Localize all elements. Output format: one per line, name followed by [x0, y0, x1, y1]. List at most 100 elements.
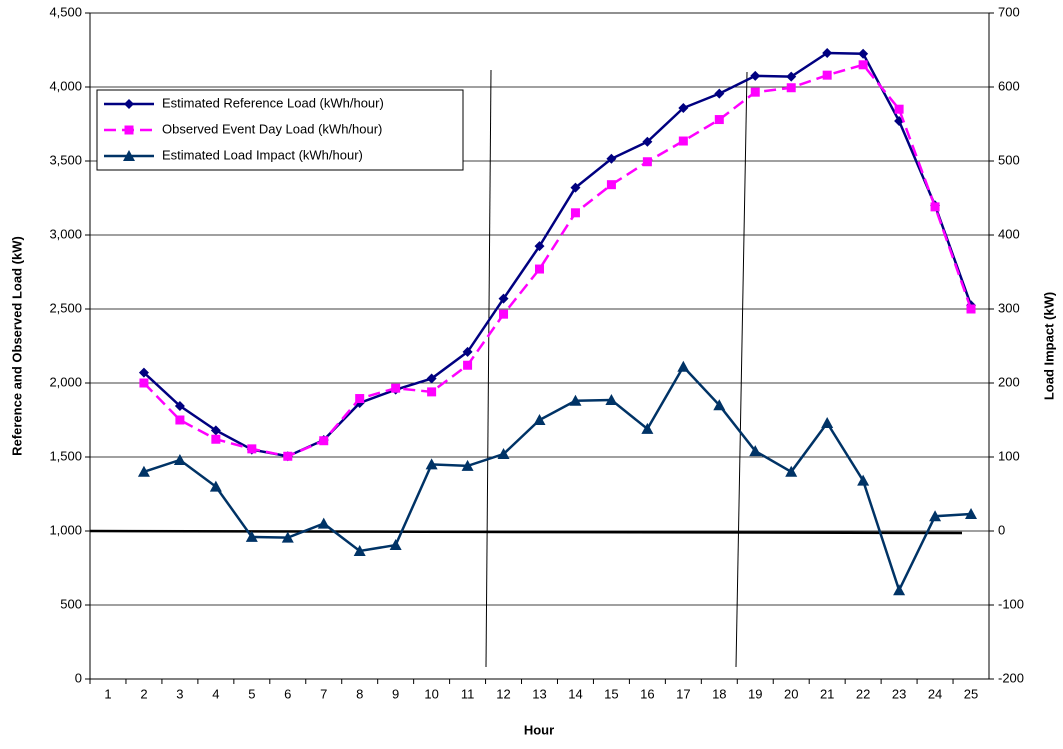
x-tick-label: 9 [392, 686, 399, 701]
event-start-line [485, 69, 492, 668]
y-tick-label: 1,000 [49, 522, 82, 537]
triangle-marker [965, 507, 978, 519]
square-marker [499, 309, 509, 319]
x-tick-label: 12 [496, 686, 510, 701]
diamond-marker [138, 367, 149, 378]
y-axis-title: Reference and Observed Load (kW) [9, 236, 24, 456]
square-marker [427, 387, 437, 397]
y2-tick-label: -100 [998, 596, 1024, 611]
square-marker [355, 394, 365, 404]
square-marker [463, 360, 473, 370]
square-marker [714, 115, 724, 125]
triangle-marker [497, 448, 510, 460]
square-marker [319, 436, 329, 446]
triangle-marker [677, 360, 690, 372]
y2-tick-label: 100 [998, 448, 1020, 463]
x-tick-label: 25 [964, 686, 978, 701]
legend-label: Estimated Load Impact (kWh/hour) [162, 147, 363, 162]
x-tick-label: 8 [356, 686, 363, 701]
x-axis-title: Hour [524, 722, 554, 737]
square-marker [139, 378, 149, 388]
y-tick-label: 1,500 [49, 448, 82, 463]
diamond-marker [714, 88, 725, 99]
y2-tick-label: 700 [998, 4, 1020, 19]
x-tick-label: 23 [892, 686, 906, 701]
x-tick-label: 3 [176, 686, 183, 701]
diamond-marker [750, 70, 761, 81]
triangle-marker [281, 531, 294, 543]
x-tick-label: 22 [856, 686, 870, 701]
square-marker [966, 304, 976, 314]
diamond-marker [786, 71, 797, 82]
series-line [143, 364, 972, 594]
legend-label: Observed Event Day Load (kWh/hour) [162, 121, 382, 136]
legend-box [96, 89, 464, 171]
y2-axis-title: Load Impact (kW) [1041, 292, 1056, 400]
triangle-marker [533, 414, 546, 425]
triangle-marker [123, 150, 135, 161]
x-tick-label: 7 [320, 686, 327, 701]
x-tick-label: 1 [104, 686, 111, 701]
square-marker [283, 451, 293, 461]
square-marker [570, 208, 580, 218]
square-marker [822, 70, 832, 80]
series-line [143, 51, 973, 458]
zero-line [89, 529, 963, 535]
x-tick-label: 20 [784, 686, 798, 701]
square-marker [930, 202, 940, 212]
square-marker [535, 264, 544, 274]
square-marker [678, 136, 688, 146]
y-tick-label: 4,000 [49, 78, 82, 93]
triangle-marker [821, 416, 834, 428]
square-marker [750, 87, 760, 97]
triangle-marker [389, 539, 402, 551]
triangle-marker [353, 544, 366, 556]
triangle-marker [209, 480, 222, 492]
diamond-marker [462, 346, 473, 357]
x-tick-label: 17 [676, 686, 690, 701]
triangle-marker [749, 445, 762, 457]
square-marker [211, 434, 221, 444]
diamond-marker [124, 99, 134, 109]
x-tick-label: 10 [424, 686, 438, 701]
y-tick-label: 3,000 [49, 226, 82, 241]
diamond-marker [678, 103, 689, 114]
square-marker [124, 125, 134, 135]
x-tick-label: 16 [640, 686, 654, 701]
square-marker [606, 180, 616, 190]
legend: Estimated Reference Load (kWh/hour) Obser… [96, 89, 464, 171]
y2-tick-label: -200 [998, 670, 1024, 685]
x-tick-label: 11 [461, 686, 475, 701]
y2-tick-label: 400 [998, 226, 1020, 241]
diamond-marker [210, 425, 221, 436]
x-tick-label: 4 [212, 686, 219, 701]
x-tick-label: 13 [532, 686, 546, 701]
triangle-marker [317, 517, 330, 529]
y-tick-label: 2,500 [49, 300, 82, 315]
x-tick-label: 19 [748, 686, 762, 701]
y2-tick-label: 300 [998, 300, 1020, 315]
x-tick-label: 21 [820, 686, 834, 701]
diamond-marker [498, 293, 509, 304]
triangle-marker [641, 422, 654, 434]
diamond-marker [534, 241, 545, 252]
diamond-marker [606, 153, 617, 164]
x-tick-label: 15 [604, 686, 618, 701]
triangle-marker [605, 394, 618, 406]
triangle-marker [785, 465, 798, 477]
y2-tick-label: 200 [998, 374, 1020, 389]
diamond-marker [426, 373, 437, 384]
triangle-marker [173, 453, 186, 465]
square-marker [642, 157, 652, 167]
x-tick-label: 2 [140, 686, 147, 701]
triangle-marker [137, 465, 150, 477]
y-tick-label: 0 [75, 670, 82, 685]
diamond-marker [642, 136, 653, 147]
triangle-marker [461, 459, 474, 471]
x-tick-label: 6 [284, 686, 291, 701]
y-tick-label: 3,500 [49, 152, 82, 167]
triangle-marker [857, 474, 870, 486]
square-marker [858, 60, 868, 70]
triangle-marker [245, 530, 258, 542]
